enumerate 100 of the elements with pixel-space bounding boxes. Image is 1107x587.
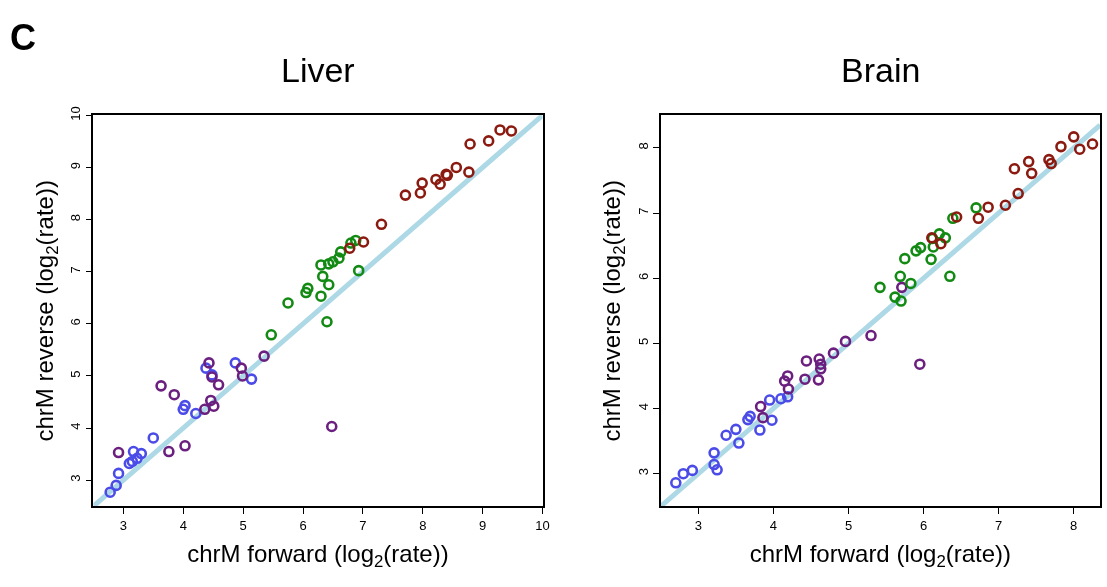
point [135,447,148,460]
x-tick-label: 9 [479,517,487,533]
y-tick-label: 7 [635,207,651,215]
point [1086,138,1099,150]
text: C [10,17,36,58]
point [177,403,190,416]
y-tick-label: 4 [635,402,651,411]
x-tick-label: 4 [769,517,778,533]
point [1022,155,1035,168]
point [322,278,335,291]
point [1012,187,1024,200]
point [827,347,840,359]
point [670,477,682,489]
point [127,445,140,458]
point [302,282,314,295]
x-tick-label: 10 [535,517,550,533]
point [1045,157,1057,170]
point [778,375,791,387]
x-tick-label: 6 [299,517,307,533]
point [677,467,690,480]
point [914,358,926,371]
point [416,177,428,189]
point [236,370,249,382]
point [905,277,917,290]
point [896,281,908,294]
point [494,124,506,136]
point [754,424,766,436]
point [315,290,327,302]
chart-title: Liver [281,51,355,89]
point [711,463,723,476]
point [258,350,270,362]
point [357,236,370,248]
point [754,400,767,413]
x-tick-label: 5 [844,517,853,533]
point [352,264,365,277]
point [782,383,795,395]
point [179,439,191,452]
point [781,370,794,382]
x-tick-label: 4 [179,517,187,533]
y-tick-label: 3 [635,468,651,476]
y-tick-label: 8 [635,142,651,150]
point [300,286,312,299]
point [894,270,907,283]
point [999,199,1012,212]
y-tick-label: 9 [68,161,84,170]
point [450,161,463,174]
point [207,400,220,412]
point [399,189,412,201]
y-tick-label: 6 [68,318,84,326]
point [1055,140,1067,153]
x-tick-label: 8 [419,517,427,533]
point [982,201,994,213]
point [874,281,886,294]
point [970,202,982,214]
y-tick-label: 3 [68,474,84,482]
x-axis-title: chrM forward (log$_{2}$(rate)) [187,540,449,572]
point [104,486,116,498]
y-tick-label: 5 [68,370,84,378]
point [800,355,813,367]
point [343,242,356,255]
point [190,407,202,420]
point [434,178,446,190]
point [814,358,827,371]
point [925,253,937,266]
point [935,237,947,250]
point [282,297,294,309]
point [333,252,345,264]
point [203,357,215,369]
point [316,270,329,283]
point [775,392,787,405]
x-tick-label: 7 [359,517,367,533]
point [1073,143,1086,156]
point [1025,167,1038,180]
point [112,446,125,459]
point [763,394,776,406]
y-tick-label: 5 [635,337,651,346]
point [757,411,769,424]
x-tick-label: 3 [694,517,702,533]
x-tick-label: 5 [239,517,247,533]
point [245,373,258,385]
x-axis-title: chrM forward (log$_{2}$(rate)) [749,540,1012,572]
point [895,295,907,307]
point [914,241,927,254]
point [865,329,877,342]
point [430,173,442,186]
point [899,252,911,265]
point [179,399,191,412]
point [708,447,720,459]
point [889,291,901,303]
y-tick-label: 10 [68,106,84,121]
point [944,270,956,283]
point [972,212,985,225]
point [235,362,248,374]
point [212,379,225,391]
point [204,394,217,407]
point [321,315,333,328]
point [505,125,518,137]
point [315,259,327,271]
point [110,479,122,492]
point [1008,162,1021,175]
